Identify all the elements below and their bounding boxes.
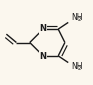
Text: 2: 2	[77, 17, 81, 22]
Text: 2: 2	[77, 66, 81, 71]
Text: NH: NH	[71, 13, 83, 22]
Text: NH: NH	[71, 62, 83, 71]
Text: N: N	[39, 24, 46, 33]
Text: N: N	[39, 52, 46, 61]
